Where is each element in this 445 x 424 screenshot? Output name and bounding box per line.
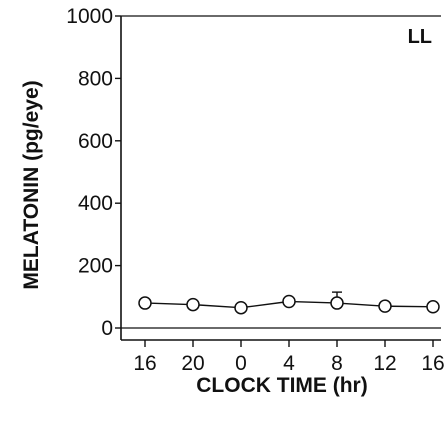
data-point — [330, 296, 344, 310]
y-tick-label: 600 — [78, 130, 113, 153]
data-point — [186, 297, 200, 312]
x-axis-title: CLOCK TIME (hr) — [196, 374, 367, 397]
x-tick-label: 4 — [283, 352, 295, 375]
y-tick-label: 1000 — [66, 5, 113, 28]
data-point — [378, 299, 392, 313]
series-line-segment — [150, 302, 188, 306]
x-axis: 16 20 0 4 8 12 16 — [133, 340, 445, 375]
x-tick-label: 8 — [331, 352, 343, 375]
y-axis-title: MELATONIN (pg/eye) — [20, 80, 43, 289]
plot-frame — [120, 15, 441, 341]
x-tick-label: 16 — [421, 352, 444, 375]
y-tick-label: 0 — [101, 317, 113, 340]
x-tick-label: 20 — [181, 352, 204, 375]
data-point — [282, 294, 296, 309]
data-point — [426, 300, 440, 314]
y-tick-label: 400 — [78, 192, 113, 215]
x-tick-label: 0 — [235, 352, 247, 375]
y-tick-label: 200 — [78, 255, 113, 278]
data-point — [234, 300, 248, 315]
y-tick-label: 800 — [78, 67, 113, 90]
x-tick-label: 12 — [373, 352, 396, 375]
y-axis: 0 200 400 600 800 1000 — [66, 5, 121, 340]
series-line-segment — [294, 300, 332, 304]
series-line-segment — [198, 304, 236, 309]
series-line-segment — [342, 302, 380, 307]
data-series — [138, 291, 440, 315]
series-line-segment — [246, 301, 284, 308]
data-point — [138, 296, 152, 310]
panel-label: LL — [408, 26, 432, 48]
x-tick-label: 16 — [133, 352, 156, 375]
